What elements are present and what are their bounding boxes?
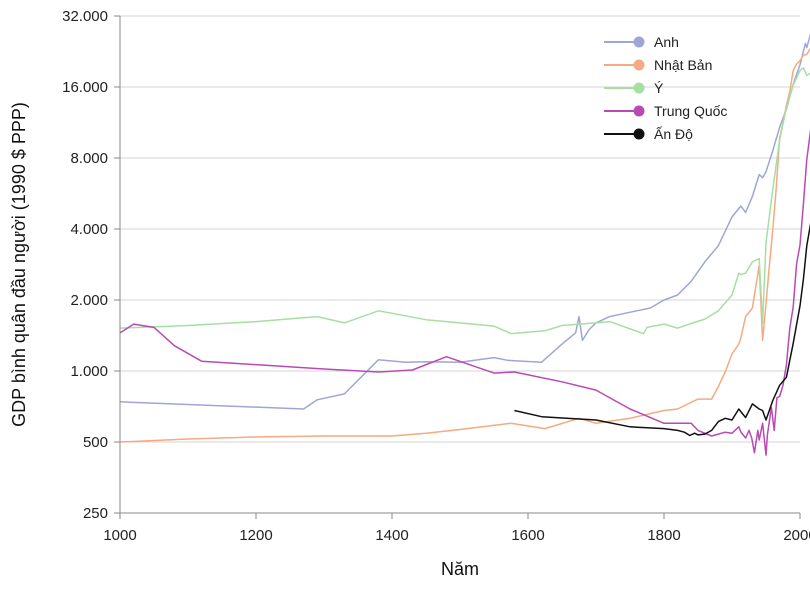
x-tick-label: 1600 <box>511 527 544 544</box>
x-tick-label: 1200 <box>239 527 272 544</box>
horizontal-gridlines <box>120 15 800 514</box>
series-line-1 <box>119 47 810 443</box>
x-axis-ticks: 1000 1200 1400 1600 1800 2000 <box>103 513 810 544</box>
x-tick-label: 1000 <box>103 527 136 544</box>
legend-label: Ấn Độ <box>654 126 693 142</box>
legend-swatch-marker <box>633 59 645 71</box>
legend-label: Ý <box>654 80 664 96</box>
y-axis-ticks: 250 500 1.000 2.000 4.000 8.000 16.000 32.000 <box>62 8 120 522</box>
legend-label: Nhật Bản <box>654 57 712 73</box>
series-line-0 <box>119 33 810 410</box>
legend-swatch-marker <box>633 36 645 48</box>
series-line-4 <box>514 222 810 437</box>
x-axis-title: Năm <box>441 559 479 579</box>
y-tick-label: 250 <box>83 505 108 522</box>
series-lines <box>119 33 810 456</box>
legend-label: Anh <box>654 34 679 50</box>
series-line-3 <box>119 129 810 456</box>
x-tick-label: 2000 <box>783 527 810 544</box>
y-axis-title: GDP bình quân đầu người (1990 $ PPP) <box>9 102 29 427</box>
y-tick-label: 1.000 <box>70 363 108 380</box>
y-tick-label: 16.000 <box>62 79 108 96</box>
y-tick-label: 2.000 <box>70 292 108 309</box>
legend-swatch-marker <box>633 82 645 94</box>
legend: Anh Nhật Bản Ý Trung Quốc Ấn Độ <box>604 34 727 142</box>
y-tick-label: 8.000 <box>70 150 108 167</box>
series-line-2 <box>119 67 810 335</box>
y-tick-label: 32.000 <box>62 8 108 25</box>
legend-label: Trung Quốc <box>654 103 727 119</box>
legend-swatch-marker <box>633 105 645 117</box>
x-tick-label: 1400 <box>375 527 408 544</box>
y-tick-label: 500 <box>83 434 108 451</box>
axes <box>119 16 800 514</box>
x-tick-label: 1800 <box>647 527 680 544</box>
legend-swatch-marker <box>633 128 645 140</box>
y-tick-label: 4.000 <box>70 221 108 238</box>
